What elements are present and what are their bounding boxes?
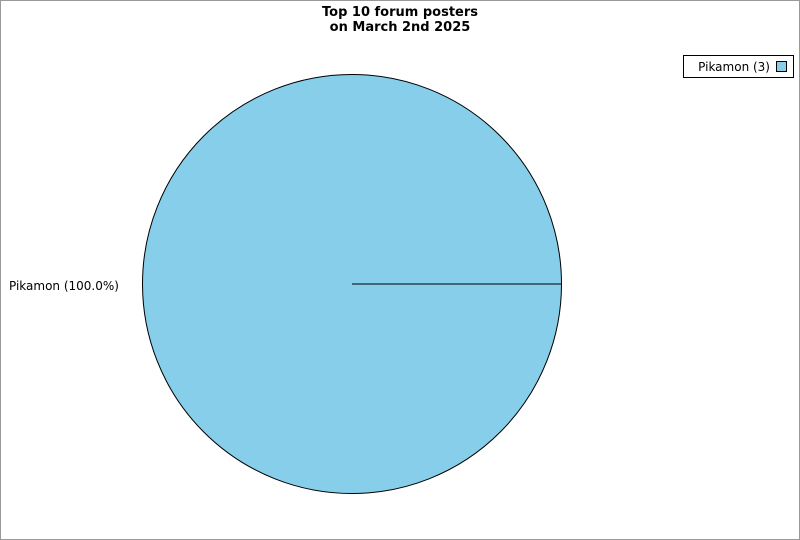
chart-title: Top 10 forum posters on March 2nd 2025 — [1, 5, 799, 35]
legend: Pikamon (3) — [683, 55, 794, 78]
chart-title-line2: on March 2nd 2025 — [329, 20, 471, 35]
legend-swatch-icon — [776, 61, 787, 72]
legend-entry-label: Pikamon (3) — [698, 59, 770, 74]
slice-label-pikamon: Pikamon (100.0%) — [9, 279, 119, 293]
chart-title-line1: Top 10 forum posters — [322, 5, 478, 20]
